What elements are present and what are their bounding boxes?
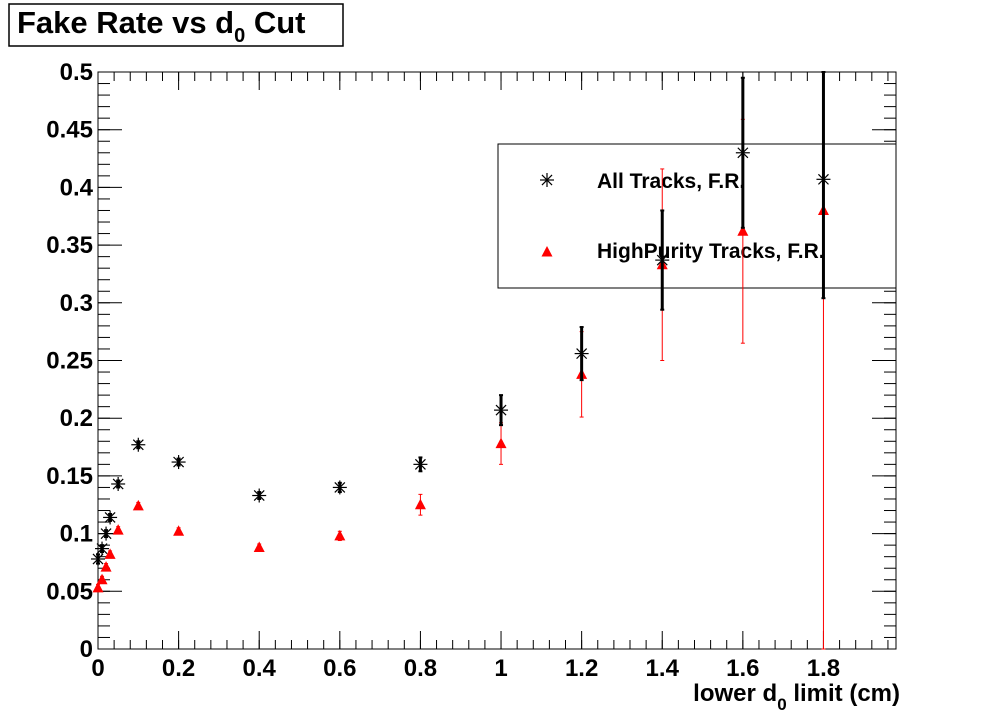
y-tick-label: 0.3	[60, 290, 93, 317]
data-point	[655, 253, 670, 268]
star-stroke	[104, 511, 116, 523]
y-tick-label: 0.5	[60, 59, 93, 86]
data-point	[252, 488, 267, 503]
chart-title-suffix: Cut	[245, 5, 305, 40]
y-tick-label: 0.45	[46, 117, 93, 144]
star-stroke	[414, 458, 426, 470]
x-axis-title-subscript: 0	[777, 695, 786, 714]
x-axis-title-suffix: limit (cm)	[787, 680, 900, 707]
star-stroke	[173, 456, 185, 468]
data-point	[332, 480, 347, 495]
star-stroke	[656, 254, 668, 266]
data-point	[253, 541, 265, 552]
y-tick-label: 0.2	[60, 405, 93, 432]
star-stroke	[100, 528, 112, 540]
data-point	[91, 551, 105, 566]
x-tick-label: 0	[91, 655, 104, 682]
star-stroke	[334, 481, 346, 493]
data-point	[414, 498, 426, 510]
data-series	[91, 71, 831, 650]
data-point	[735, 145, 750, 160]
svg-text:Fake Rate vs d0 Cut: Fake Rate vs d0 Cut	[17, 5, 306, 47]
x-tick-label: 1	[494, 655, 507, 682]
x-axis-title: lower d0 limit (cm)	[693, 680, 900, 714]
star-stroke	[112, 478, 124, 490]
x-tick-label: 1.6	[726, 655, 759, 682]
y-tick-label: 0	[80, 636, 93, 663]
data-point	[99, 526, 114, 541]
data-point	[131, 437, 146, 452]
star-stroke	[253, 490, 265, 501]
y-tick-label: 0.1	[60, 521, 93, 548]
star-stroke	[541, 174, 553, 186]
x-axis-title-main: lower d	[693, 680, 777, 707]
legend-marker-all-tracks	[540, 173, 554, 187]
data-point	[494, 403, 509, 418]
data-point	[104, 548, 116, 559]
star-stroke	[92, 553, 104, 565]
data-point	[816, 172, 831, 187]
star-stroke	[495, 404, 507, 416]
data-point	[334, 529, 346, 541]
star-stroke	[817, 173, 829, 185]
x-tick-label: 0.8	[404, 655, 437, 682]
data-point	[574, 346, 589, 361]
data-point	[132, 499, 144, 511]
chart-title-main: Fake Rate vs d	[17, 5, 234, 40]
x-tick-label: 1.8	[807, 655, 840, 682]
y-tick-label: 0.25	[46, 348, 93, 375]
legend-star-marker	[540, 173, 554, 187]
y-tick-label: 0.35	[46, 232, 93, 259]
data-point	[111, 476, 126, 491]
y-tick-label: 0.4	[60, 174, 94, 201]
legend: All Tracks, F.R. HighPurity Tracks, F.R.	[497, 143, 897, 289]
y-tick-labels: 0 0.05 0.1 0.15 0.2 0.25 0.3 0.35 0.4 0.45 0.5	[46, 59, 93, 663]
x-tick-labels: 0 0.2 0.4 0.6 0.8 1 1.2 1.4 1.6 1.8	[91, 655, 840, 682]
x-tick-label: 0.2	[162, 655, 195, 682]
x-tick-label: 0.4	[243, 655, 277, 682]
star-stroke	[132, 439, 144, 451]
data-point	[95, 541, 110, 556]
data-point	[100, 561, 112, 572]
star-stroke	[96, 543, 108, 555]
series-all-tracks	[91, 71, 831, 566]
x-tick-label: 1.2	[565, 655, 598, 682]
data-point	[103, 510, 118, 525]
star-stroke	[576, 348, 588, 360]
chart-title: Fake Rate vs d0 Cut	[8, 3, 344, 47]
legend-marker-highpurity-tracks	[541, 246, 553, 257]
data-point	[92, 581, 104, 593]
y-tick-label: 0.15	[46, 463, 93, 490]
data-point	[173, 525, 185, 536]
data-point	[737, 225, 749, 236]
y-tick-label: 0.05	[46, 578, 93, 605]
x-tick-label: 0.6	[323, 655, 356, 682]
chart-title-subscript: 0	[234, 25, 245, 47]
data-point	[112, 524, 124, 535]
x-tick-label: 1.4	[646, 655, 680, 682]
data-point	[495, 437, 507, 449]
data-point	[96, 573, 108, 585]
legend-label-all-tracks: All Tracks, F.R.	[597, 170, 745, 193]
legend-triangle-marker	[541, 246, 553, 257]
data-point	[171, 455, 186, 470]
data-point	[413, 457, 428, 472]
star-stroke	[737, 147, 749, 159]
legend-label-highpurity-tracks: HighPurity Tracks, F.R.	[597, 240, 825, 263]
